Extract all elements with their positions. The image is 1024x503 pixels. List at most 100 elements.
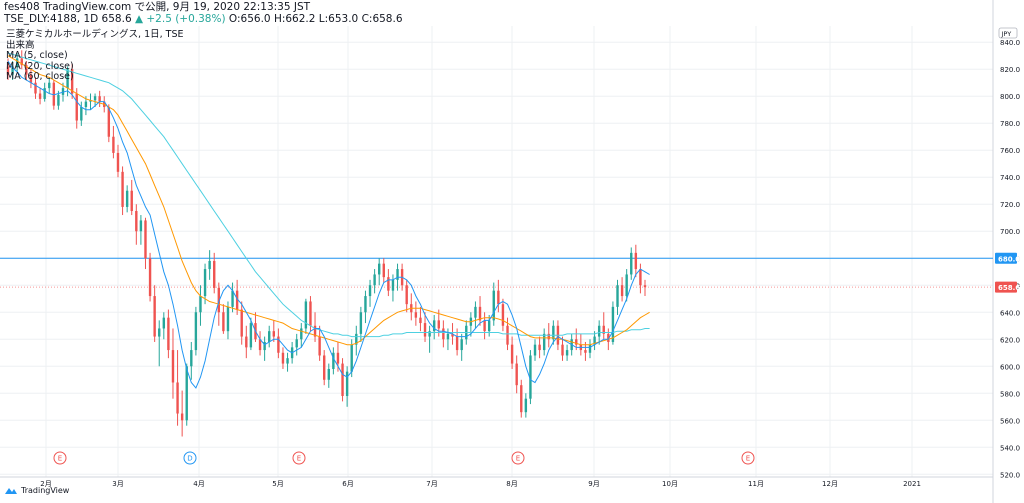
time-tick-label: 2021 <box>903 480 921 488</box>
candle-body <box>602 325 605 334</box>
candle-body <box>313 325 317 337</box>
candle-body <box>98 96 101 102</box>
candle-body <box>213 260 216 288</box>
candle-body <box>323 355 326 380</box>
resistance-price-badge <box>995 252 1017 264</box>
tradingview-branding[interactable]: TradingView <box>4 486 69 495</box>
candle-body <box>66 69 69 89</box>
time-tick-label: 5月 <box>272 480 283 488</box>
candle-body <box>235 290 239 310</box>
candle-body <box>639 269 642 286</box>
close-value: C:658.6 <box>361 12 403 25</box>
ma60-line <box>7 52 650 338</box>
candle-body <box>43 88 46 99</box>
candle-body <box>382 263 385 278</box>
open-value: O:656.0 <box>228 12 271 25</box>
candle-body <box>125 190 129 207</box>
candle-body <box>268 331 271 342</box>
candle-body <box>130 190 133 211</box>
event-marker <box>292 451 306 465</box>
candle-body <box>318 336 321 356</box>
candle-body <box>396 269 399 280</box>
candle-body <box>350 344 353 372</box>
price-tick-label: 820.0 <box>1000 66 1020 74</box>
candle-body <box>597 325 601 337</box>
candle-body <box>359 312 363 334</box>
legend-volume[interactable]: 出来高 <box>6 39 35 51</box>
candle-body <box>300 328 303 340</box>
candle-body <box>506 325 509 345</box>
candle-body <box>455 336 459 351</box>
candle-body <box>11 66 14 75</box>
legend-ma5[interactable]: MA (5, close) <box>6 50 68 61</box>
candle-body <box>524 398 528 413</box>
candle-body <box>180 413 184 421</box>
candle-body <box>497 290 500 305</box>
candle-body <box>135 210 138 232</box>
candle-body <box>70 69 74 94</box>
candle-body <box>634 252 638 270</box>
candle-body <box>226 306 230 332</box>
candle-body <box>61 88 65 95</box>
time-tick-label: 10月 <box>662 480 678 488</box>
candle-body <box>437 320 440 329</box>
legend-ma60[interactable]: MA (60, close) <box>6 71 74 82</box>
candle-body <box>217 287 221 313</box>
candle-body <box>387 277 390 291</box>
price-axis: 520.0540.0560.0580.0600.0620.0640.0660.0… <box>995 27 1020 479</box>
candle-body <box>190 350 193 367</box>
price-change: ▲ +2.5 (+0.38%) <box>134 12 226 25</box>
price-tick-label: 600.0 <box>1000 363 1020 371</box>
candle-body <box>112 136 115 153</box>
legend-title: 三菱ケミカルホールディングス, 1日, TSE <box>6 29 184 40</box>
legend-ma20[interactable]: MA (20, close) <box>6 60 74 72</box>
time-axis: 2月 3月 4月 5月 6月 7月 8月 9月 10月 11月 12月 2021 <box>40 480 921 488</box>
time-tick-label: 7月 <box>426 480 437 488</box>
candle-body <box>547 333 550 340</box>
candle-body <box>148 258 152 297</box>
candle-body <box>144 220 147 259</box>
candle-body <box>281 352 285 364</box>
symbol-ohlc-line: TSE_DLY:4188, 1D 658.6 ▲ +2.5 (+0.38%) O… <box>4 12 403 26</box>
candle-body <box>203 269 207 297</box>
candle-body <box>15 58 19 67</box>
candle-body <box>162 317 166 329</box>
candle-body <box>515 363 518 386</box>
event-marker <box>741 451 755 465</box>
candle-body <box>171 350 175 383</box>
candle-body <box>167 317 170 351</box>
time-tick-label: 8月 <box>506 480 517 488</box>
event-marker <box>511 451 525 465</box>
candle-body <box>423 323 427 337</box>
event-marker-label: E <box>297 455 301 463</box>
candle-body <box>368 285 372 297</box>
candle-body <box>20 58 23 66</box>
time-tick-label: 9月 <box>588 480 599 488</box>
ma20-line <box>7 55 650 346</box>
candle-body <box>616 285 619 307</box>
price-tick-label: 740.0 <box>1000 174 1020 182</box>
candle-body <box>630 252 633 275</box>
candle-body <box>304 301 308 329</box>
chart-header: fes408 TradingView.com で公開, 9月 19, 2020 … <box>4 1 403 26</box>
candle-body <box>158 328 161 337</box>
tradingview-brand-text: TradingView <box>21 486 70 495</box>
candlestick-series <box>6 50 647 437</box>
candle-body <box>336 352 340 364</box>
candle-body <box>332 352 335 369</box>
price-tick-label: 620.0 <box>1000 336 1020 344</box>
candle-body <box>75 93 78 121</box>
candle-body <box>93 96 97 101</box>
moving-averages <box>7 52 650 389</box>
candle-body <box>492 290 495 321</box>
candle-body <box>272 331 275 337</box>
candle-body <box>345 371 349 396</box>
candle-body <box>510 344 514 364</box>
candle-body <box>533 344 537 356</box>
candle-body <box>478 306 482 321</box>
candle-body <box>607 333 610 342</box>
candle-body <box>460 339 463 351</box>
candle-body <box>34 82 37 94</box>
candle-body <box>258 339 262 351</box>
